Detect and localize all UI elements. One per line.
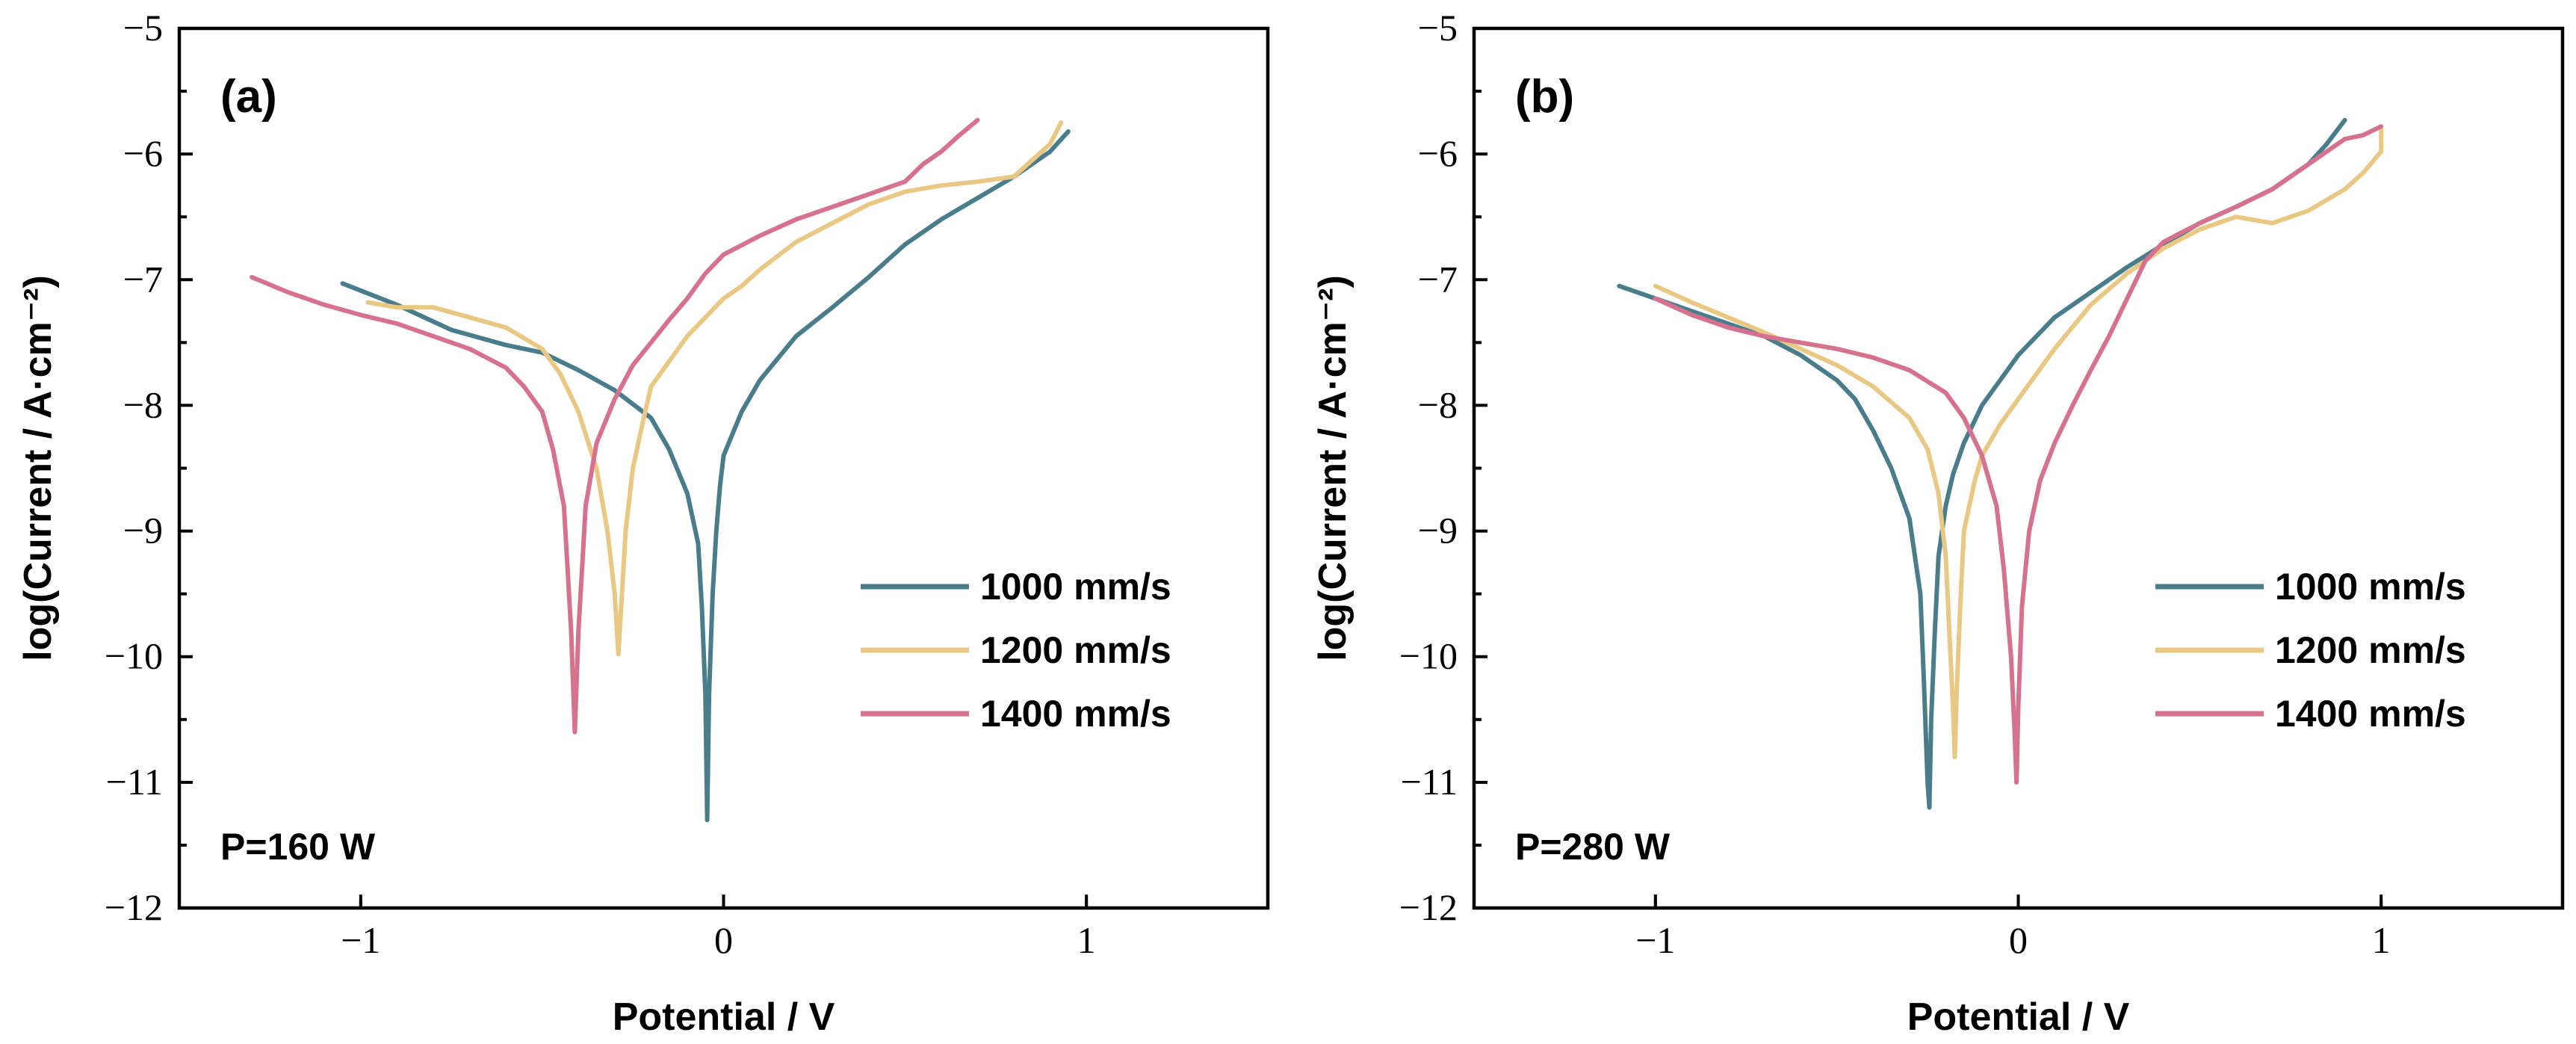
y-tick-label: −5 xyxy=(123,7,163,49)
series-line-1200-mmpers xyxy=(1653,126,2384,760)
legend-label: 1000 mm/s xyxy=(980,566,1171,608)
y-tick-label: −10 xyxy=(1399,635,1458,677)
x-tick-label: 0 xyxy=(2009,919,2028,961)
legend-label: 1200 mm/s xyxy=(980,629,1171,671)
x-tick-label: 1 xyxy=(1077,919,1096,961)
series-line-1400-mmpers xyxy=(1653,124,2384,785)
y-tick-label: −8 xyxy=(123,383,163,425)
y-tick-label: −12 xyxy=(1399,886,1458,928)
series-line-1000-mmpers xyxy=(340,129,1071,823)
panel-label: (b) xyxy=(1515,71,1574,123)
x-axis-label: Potential / V xyxy=(1907,995,2130,1039)
legend-label: 1200 mm/s xyxy=(2275,629,2466,671)
y-tick-label: −12 xyxy=(105,886,163,928)
panel-label: (a) xyxy=(220,71,277,123)
x-tick-label: −1 xyxy=(1635,919,1675,961)
y-tick-label: −5 xyxy=(1418,7,1458,49)
y-tick-label: −6 xyxy=(1418,132,1458,174)
series-line-1200-mmpers xyxy=(365,120,1064,657)
y-tick-label: −9 xyxy=(1418,510,1458,552)
y-tick-label: −6 xyxy=(123,132,163,174)
y-tick-label: −7 xyxy=(123,258,163,300)
y-axis-label: log(Current / A·cm⁻²) xyxy=(1311,275,1354,661)
y-tick-label: −10 xyxy=(105,635,163,677)
legend-label: 1000 mm/s xyxy=(2275,566,2466,608)
y-axis-label: log(Current / A·cm⁻²) xyxy=(16,275,60,661)
y-tick-label: −8 xyxy=(1418,383,1458,425)
power-annotation: P=160 W xyxy=(220,826,376,868)
power-annotation: P=280 W xyxy=(1515,826,1671,868)
y-tick-label: −11 xyxy=(1401,761,1458,803)
y-tick-label: −11 xyxy=(106,761,163,803)
y-tick-label: −9 xyxy=(123,510,163,552)
x-tick-label: 0 xyxy=(714,919,733,961)
legend-label: 1400 mm/s xyxy=(980,693,1171,735)
x-tick-label: −1 xyxy=(341,919,380,961)
y-tick-label: −7 xyxy=(1418,258,1458,300)
x-axis-label: Potential / V xyxy=(613,995,835,1039)
x-tick-label: 1 xyxy=(2372,919,2391,961)
series-line-1400-mmpers xyxy=(250,117,980,735)
legend-label: 1400 mm/s xyxy=(2275,693,2466,735)
